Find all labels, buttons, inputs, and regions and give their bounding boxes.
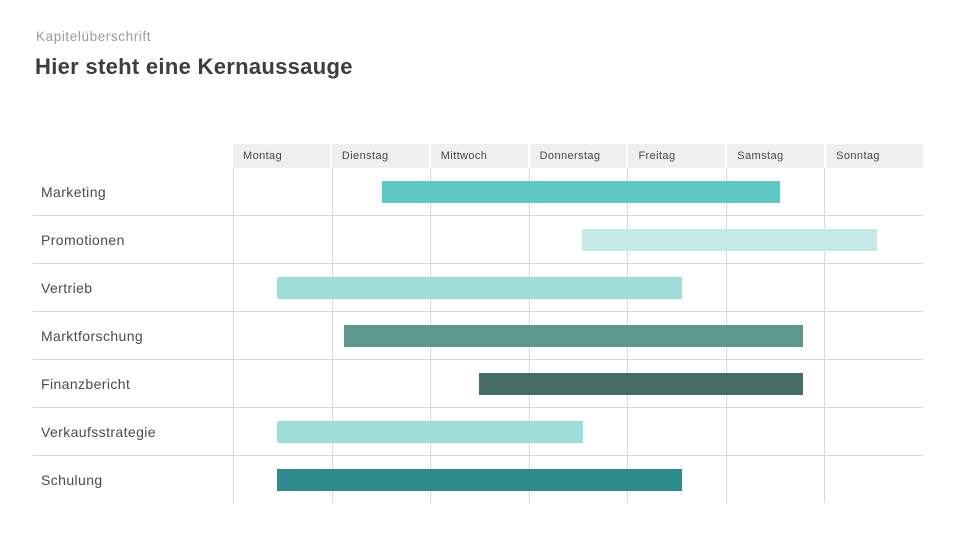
gridline-montag — [233, 168, 234, 503]
bar-area — [233, 456, 923, 504]
column-header-sonntag: Sonntag — [824, 144, 923, 168]
gantt-row-promotionen: Promotionen — [33, 216, 923, 264]
gantt-bar-marketing — [381, 181, 781, 203]
gantt-body: Marketing Promotionen Vertrieb Marktforschu… — [33, 168, 923, 504]
column-header-freitag: Freitag — [626, 144, 725, 168]
row-label: Marktforschung — [41, 328, 144, 344]
gantt-row-marketing: Marketing — [33, 168, 923, 216]
gantt-row-schulung: Schulung — [33, 456, 923, 504]
page-title: Hier steht eine Kernaussauge — [35, 54, 353, 79]
column-header-mittwoch: Mittwoch — [428, 144, 528, 168]
row-label: Promotionen — [41, 232, 125, 248]
gantt-row-finanzbericht: Finanzbericht — [33, 360, 923, 408]
bar-area — [233, 312, 923, 360]
column-header-donnerstag: Donnerstag — [527, 144, 627, 168]
row-label: Verkaufsstrategie — [41, 424, 156, 440]
column-header-montag: Montag — [243, 150, 283, 162]
bar-area — [233, 216, 923, 264]
gantt-header-row: Montag Dienstag Mittwoch Donnerstag Freitag S… — [233, 144, 923, 168]
bar-area — [233, 360, 923, 408]
row-label: Finanzbericht — [41, 376, 131, 392]
gantt-bar-verkaufsstrategie — [277, 421, 583, 443]
gridline-sonntag — [824, 168, 826, 503]
chapter-heading: Kapitelüberschrift — [36, 29, 152, 44]
gantt-bar-vertrieb — [277, 277, 683, 299]
gantt-row-verkaufsstrategie: Verkaufsstrategie — [33, 408, 923, 456]
column-header-samstag: Samstag — [725, 144, 824, 168]
gantt-chart: Montag Dienstag Mittwoch Donnerstag Freitag S… — [33, 144, 923, 504]
gantt-bar-schulung — [277, 469, 683, 491]
row-label: Marketing — [41, 184, 107, 200]
gridline-dienstag — [331, 168, 333, 503]
row-label: Vertrieb — [41, 280, 93, 296]
gantt-bar-promotionen — [581, 229, 877, 251]
bar-area — [233, 264, 923, 312]
gantt-row-marktforschung: Marktforschung — [33, 312, 923, 360]
bar-area — [233, 408, 923, 456]
row-label: Schulung — [41, 472, 103, 488]
column-header-dienstag: Dienstag — [329, 144, 429, 168]
gantt-row-vertrieb: Vertrieb — [33, 264, 923, 312]
gantt-bar-marktforschung — [344, 325, 803, 347]
gantt-bar-finanzbericht — [479, 373, 803, 395]
bar-area — [233, 168, 923, 216]
